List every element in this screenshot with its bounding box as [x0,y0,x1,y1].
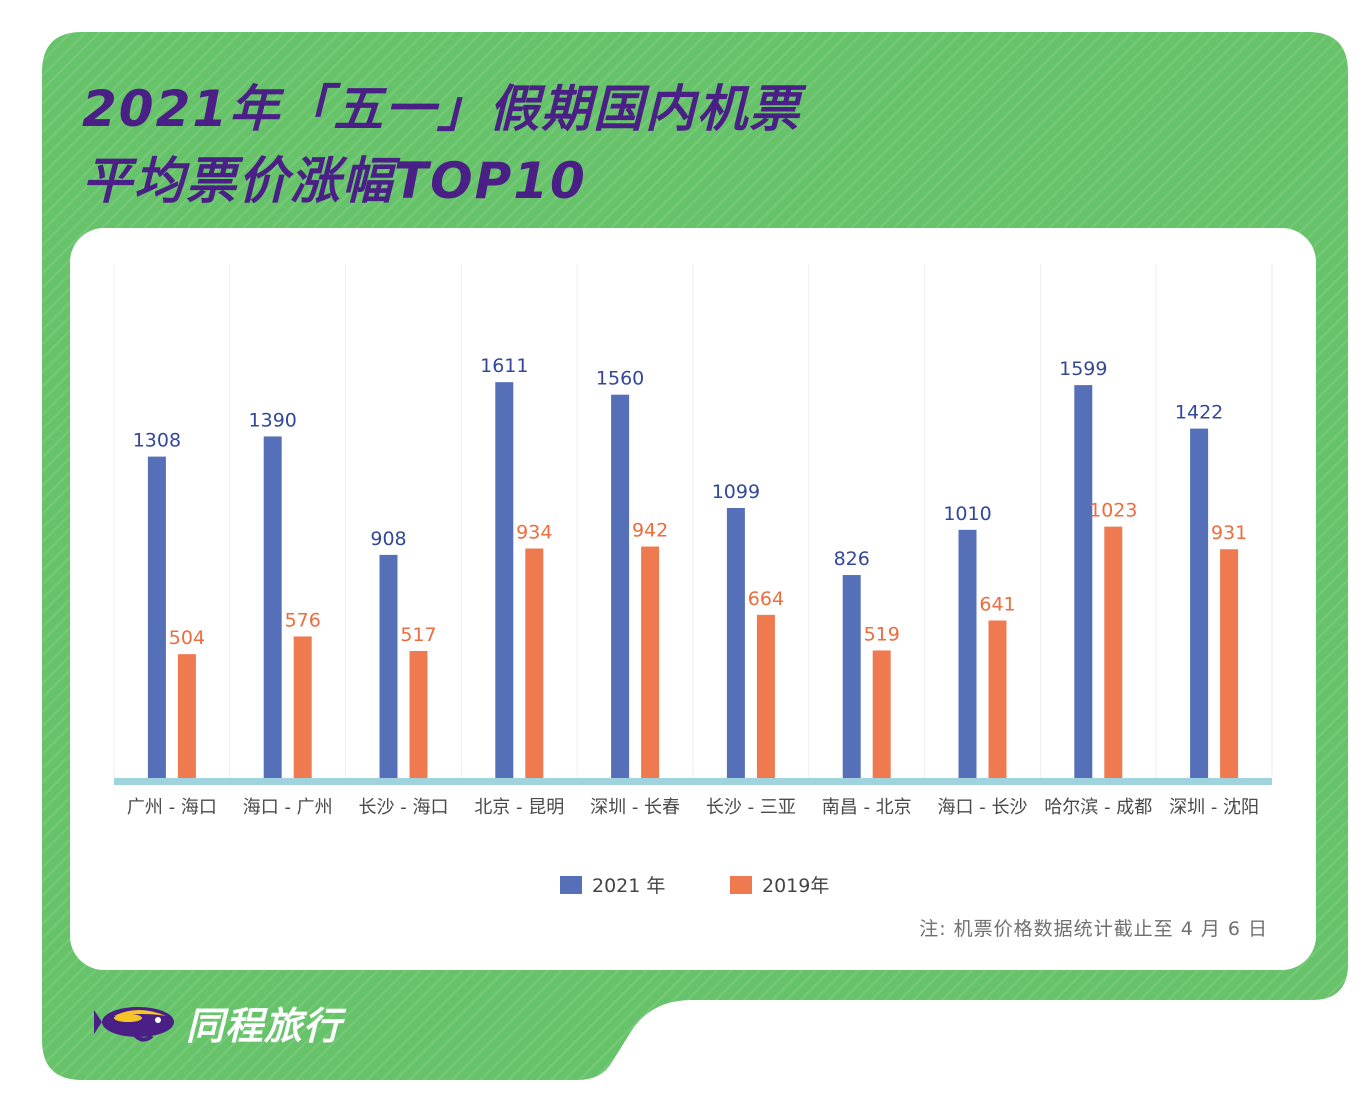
data-label-2021: 1308 [133,430,181,452]
data-label-2019: 931 [1211,522,1247,544]
bar-2021 [1074,385,1093,778]
category-label: 长沙 - 三亚 [706,797,796,818]
legend: 2021 年 2019年 [560,875,829,897]
data-label-2019: 576 [285,609,321,631]
data-label-2019: 1023 [1089,500,1137,522]
title-line-2: 平均票价涨幅TOP10 [82,152,587,210]
bar-2019 [177,654,196,778]
category-label: 南昌 - 北京 [822,797,912,818]
category-label: 哈尔滨 - 成都 [1044,797,1152,818]
brand-logo: 同程旅行 [94,992,342,1052]
data-label-2021: 1099 [712,481,760,503]
bar-2021 [611,394,630,778]
data-label-2021: 1560 [596,368,644,390]
data-label-2019: 664 [748,588,784,610]
brand-name: 同程旅行 [186,1003,343,1048]
bar-2019 [641,546,660,778]
bar-2019 [293,636,312,778]
data-label-2021: 1599 [1059,358,1107,380]
category-label: 广州 - 海口 [127,797,217,818]
bar-2019 [1220,549,1239,778]
bar-2021 [379,554,398,778]
data-label-2019: 641 [979,593,1015,615]
bar-2019 [525,548,544,778]
x-axis-baseline [114,778,1272,785]
category-label: 海口 - 长沙 [938,797,1028,818]
data-label-2019: 517 [400,624,436,646]
bar-2021 [495,382,514,778]
bar-2021 [842,575,861,778]
data-label-2019: 942 [632,520,668,542]
category-label: 长沙 - 海口 [359,797,449,818]
data-label-2021: 826 [834,548,870,570]
legend-label: 2021 年 [592,875,665,897]
infographic-card: 2021年「五一」假期国内机票 平均票价涨幅TOP10 1308 504 1390 5… [42,32,1348,1080]
data-label-2021: 1611 [480,355,528,377]
bar-2019 [872,650,891,778]
legend-swatch [730,876,752,894]
data-label-2019: 504 [169,627,205,649]
data-label-2021: 1422 [1175,402,1223,424]
bar-2019 [988,620,1007,778]
grid-separators [113,264,1273,778]
legend-label: 2019年 [762,875,829,897]
bar-2021 [958,529,977,778]
bar-chart: 1308 504 1390 576 908 517 1611 934 1560 942 1099 66… [113,264,1273,897]
data-label-2021: 1010 [943,503,991,525]
data-label-group: 1308 504 1390 576 908 517 1611 934 1560 942 1099 66… [133,355,1248,649]
category-label: 北京 - 昆明 [474,797,564,818]
bar-2019 [756,614,775,778]
bar-2019 [409,650,428,778]
bar-2019 [1104,526,1123,778]
category-label-group: 广州 - 海口 海口 - 广州 长沙 - 海口 北京 - 昆明 深圳 - 长春 长沙 - … [127,797,1259,818]
data-label-2021: 1390 [249,409,297,431]
data-label-2021: 908 [370,528,406,550]
category-label: 海口 - 广州 [243,797,333,818]
category-label: 深圳 - 长春 [590,797,680,818]
bar-2021 [263,436,282,778]
bar-2021 [1190,428,1209,778]
title-line-1: 2021年「五一」假期国内机票 [82,80,802,138]
fish-logo-icon [94,1007,174,1042]
data-label-2019: 519 [864,623,900,645]
bar-2021 [726,507,745,778]
bar-group [147,382,1239,778]
category-label: 深圳 - 沈阳 [1169,797,1259,818]
data-label-2019: 934 [516,522,552,544]
legend-swatch [560,876,582,894]
chart-panel: 1308 504 1390 576 908 517 1611 934 1560 942 1099 66… [70,228,1316,970]
bar-2021 [147,456,166,778]
footnote: 注: 机票价格数据统计截止至 4 月 6 日 [919,918,1268,940]
